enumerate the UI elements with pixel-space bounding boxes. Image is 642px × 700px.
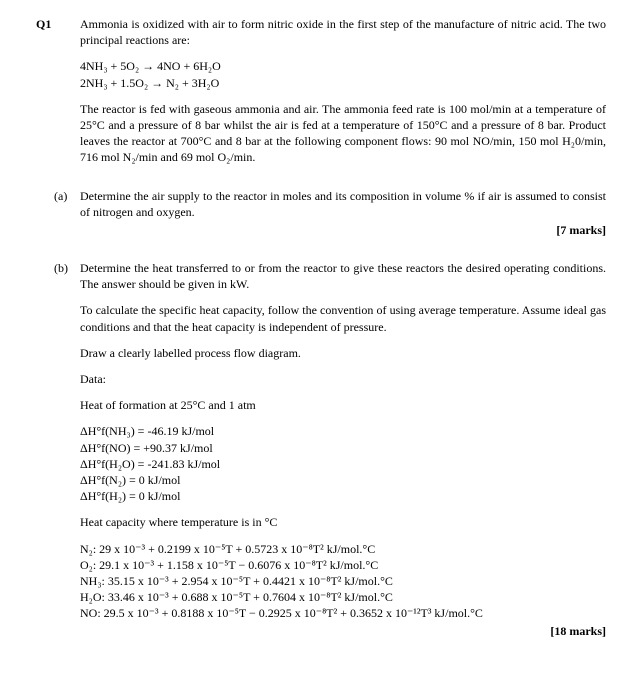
hf-h2: ΔH°f(H₂) = 0 kJ/mol <box>80 488 606 504</box>
equation-2: 2NH₃ + 1.5O₂ → N₂ + 3H₂O <box>80 75 606 91</box>
page: Q1 Ammonia is oxidized with air to form … <box>0 0 642 664</box>
cp-o2: O₂: 29.1 x 10⁻³ + 1.158 x 10⁻⁵T − 0.6076… <box>80 557 606 573</box>
part-b-label: (b) <box>54 260 80 276</box>
equations-row: 4NH₃ + 5O₂ → 4NO + 6H₂O 2NH₃ + 1.5O₂ → N… <box>36 48 606 100</box>
part-a-text: Determine the air supply to the reactor … <box>80 188 606 220</box>
hf-no: ΔH°f(NO) = +90.37 kJ/mol <box>80 440 606 456</box>
part-b-text3: Draw a clearly labelled process flow dia… <box>80 345 606 361</box>
part-a-marks-row: [7 marks] <box>36 220 606 238</box>
cp-h2o: H₂O: 33.46 x 10⁻³ + 0.688 x 10⁻⁵T + 0.76… <box>80 589 606 605</box>
cp-n2: N₂: 29 x 10⁻³ + 0.2199 x 10⁻⁵T + 0.5723 … <box>80 541 606 557</box>
cp-no: NO: 29.5 x 10⁻³ + 0.8188 x 10⁻⁵T − 0.292… <box>80 605 606 621</box>
cp-list: N₂: 29 x 10⁻³ + 0.2199 x 10⁻⁵T + 0.5723 … <box>80 541 606 622</box>
intro2-row: The reactor is fed with gaseous ammonia … <box>36 101 606 166</box>
hf-list: ΔH°f(NH₃) = -46.19 kJ/mol ΔH°f(NO) = +90… <box>80 423 606 504</box>
part-a-row: (a) Determine the air supply to the reac… <box>36 188 606 220</box>
part-b-content: Determine the heat transferred to or fro… <box>80 260 606 640</box>
part-b-marks: [18 marks] <box>80 623 606 639</box>
hf-header: Heat of formation at 25°C and 1 atm <box>80 397 606 413</box>
question-label: Q1 <box>36 16 80 32</box>
intro-paragraph: Ammonia is oxidized with air to form nit… <box>80 16 606 48</box>
data-label: Data: <box>80 371 606 387</box>
hf-h2o: ΔH°f(H₂O) = -241.83 kJ/mol <box>80 456 606 472</box>
equation-1: 4NH₃ + 5O₂ → 4NO + 6H₂O <box>80 58 606 74</box>
intro2-paragraph: The reactor is fed with gaseous ammonia … <box>80 101 606 166</box>
part-b-text1: Determine the heat transferred to or fro… <box>80 260 606 292</box>
cp-nh3: NH₃: 35.15 x 10⁻³ + 2.954 x 10⁻⁵T + 0.44… <box>80 573 606 589</box>
question-header-row: Q1 Ammonia is oxidized with air to form … <box>36 16 606 48</box>
cp-header: Heat capacity where temperature is in °C <box>80 514 606 530</box>
part-a-label: (a) <box>54 188 80 204</box>
part-a-marks: [7 marks] <box>80 222 606 238</box>
equations: 4NH₃ + 5O₂ → 4NO + 6H₂O 2NH₃ + 1.5O₂ → N… <box>80 58 606 90</box>
hf-n2: ΔH°f(N₂) = 0 kJ/mol <box>80 472 606 488</box>
hf-nh3: ΔH°f(NH₃) = -46.19 kJ/mol <box>80 423 606 439</box>
part-b-row: (b) Determine the heat transferred to or… <box>36 260 606 640</box>
part-b-text2: To calculate the specific heat capacity,… <box>80 302 606 334</box>
